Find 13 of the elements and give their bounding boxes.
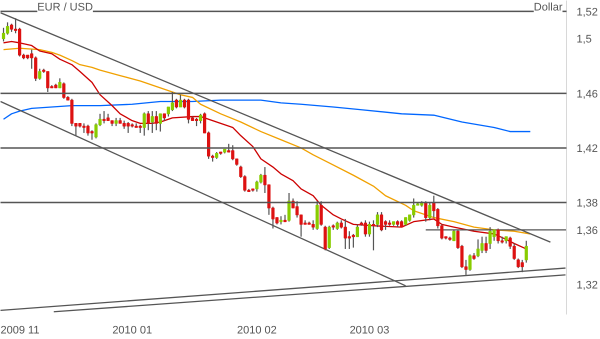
- y-tick-label: 1,5: [576, 34, 592, 46]
- y-tick-label: 1,52: [576, 6, 598, 18]
- y-tick-label: 1,32: [576, 279, 598, 292]
- y-axis-title: Dollar: [534, 2, 563, 14]
- x-tick-label: 2010 02: [236, 324, 277, 336]
- x-tick-label: 2009 11: [0, 324, 40, 336]
- y-tick-label: 1,46: [576, 88, 598, 100]
- chart-title: EUR / USD: [37, 2, 93, 14]
- x-tick-label: 2010 03: [350, 324, 390, 336]
- y-tick-label: 1,38: [576, 198, 598, 210]
- y-tick-label: 1,42: [576, 142, 598, 155]
- y-tick-label: 1,36: [576, 224, 598, 237]
- x-tick-label: 2010 01: [112, 324, 152, 336]
